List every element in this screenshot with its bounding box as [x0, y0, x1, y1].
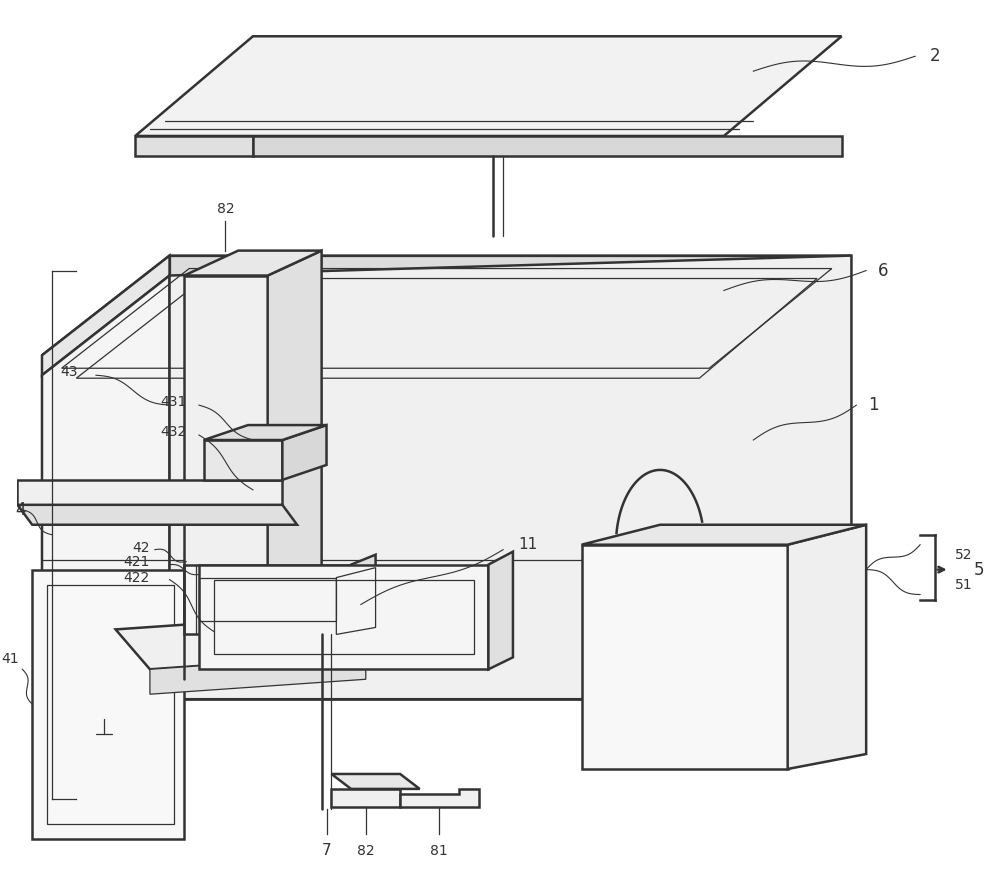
- Polygon shape: [788, 525, 866, 769]
- Polygon shape: [253, 136, 842, 156]
- Text: 11: 11: [518, 538, 537, 552]
- Polygon shape: [268, 251, 322, 635]
- Text: 422: 422: [124, 570, 150, 585]
- Polygon shape: [184, 251, 322, 276]
- Polygon shape: [400, 789, 479, 807]
- Polygon shape: [170, 255, 851, 276]
- Polygon shape: [150, 654, 366, 694]
- Polygon shape: [282, 425, 327, 480]
- Polygon shape: [488, 552, 513, 669]
- Text: 42: 42: [132, 541, 150, 554]
- Polygon shape: [204, 440, 282, 480]
- Polygon shape: [32, 570, 184, 838]
- Polygon shape: [42, 276, 170, 799]
- Polygon shape: [582, 545, 788, 769]
- Text: 43: 43: [61, 365, 78, 379]
- Polygon shape: [42, 255, 851, 355]
- Polygon shape: [582, 525, 866, 545]
- Text: 7: 7: [322, 843, 331, 858]
- Text: 421: 421: [124, 554, 150, 569]
- Polygon shape: [199, 564, 488, 669]
- Polygon shape: [331, 789, 400, 807]
- Polygon shape: [170, 255, 851, 700]
- Text: 5: 5: [974, 561, 985, 579]
- Text: 1: 1: [868, 396, 878, 414]
- Text: 431: 431: [160, 395, 186, 409]
- Text: 41: 41: [2, 652, 19, 667]
- Text: 6: 6: [878, 262, 888, 279]
- Polygon shape: [184, 564, 351, 635]
- Text: 82: 82: [217, 202, 234, 215]
- Polygon shape: [184, 276, 268, 635]
- Polygon shape: [204, 425, 327, 440]
- Text: 51: 51: [954, 578, 972, 592]
- Polygon shape: [135, 136, 253, 156]
- Polygon shape: [135, 36, 842, 136]
- Polygon shape: [17, 480, 282, 505]
- Text: 82: 82: [357, 844, 375, 858]
- Text: 4: 4: [15, 501, 25, 519]
- Text: 52: 52: [954, 547, 972, 562]
- Text: 81: 81: [430, 844, 448, 858]
- Text: 432: 432: [160, 425, 186, 439]
- Polygon shape: [331, 774, 420, 789]
- Polygon shape: [42, 255, 170, 376]
- Polygon shape: [351, 554, 376, 635]
- Polygon shape: [17, 505, 297, 525]
- Polygon shape: [116, 614, 366, 669]
- Text: 2: 2: [930, 47, 940, 65]
